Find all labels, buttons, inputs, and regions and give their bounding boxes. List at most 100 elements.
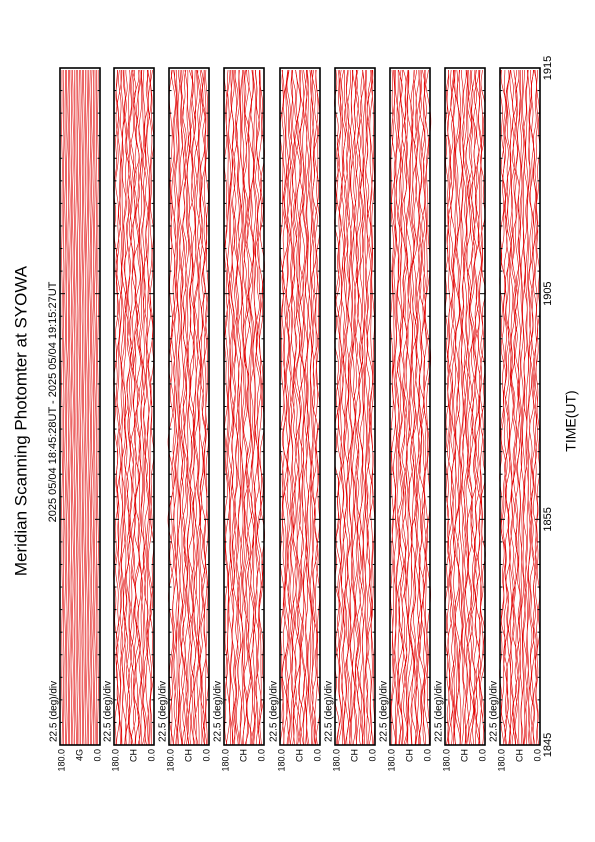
panel-frame <box>59 67 101 746</box>
trace <box>254 69 260 746</box>
trace <box>468 69 476 746</box>
trace <box>252 69 257 746</box>
trace <box>136 69 143 746</box>
channel-label: CH <box>514 749 524 762</box>
time-tick-label: 1855 <box>542 507 554 531</box>
trace <box>255 69 262 746</box>
trace <box>361 69 366 746</box>
top-label: 180.0 <box>276 749 286 772</box>
trace <box>405 69 413 746</box>
trace <box>77 69 79 746</box>
trace <box>286 69 294 746</box>
trace <box>309 69 314 746</box>
scale-label: 22.5 (deg)/div <box>158 681 169 742</box>
trace <box>241 69 245 746</box>
trace <box>403 69 409 746</box>
trace <box>86 69 88 746</box>
trace <box>235 69 242 746</box>
trace <box>517 69 521 746</box>
trace <box>246 69 253 746</box>
trace <box>453 69 457 746</box>
time-tick-label: 1845 <box>542 733 554 757</box>
trace <box>446 69 451 746</box>
trace <box>70 69 73 746</box>
scale-label: 22.5 (deg)/div <box>103 681 114 742</box>
rotated-plot: Meridian Scanning Photomter at SYOWA 202… <box>11 56 578 772</box>
trace <box>142 69 149 746</box>
trace <box>478 69 482 746</box>
trace <box>298 69 304 746</box>
trace <box>257 69 264 746</box>
channel-label: CH <box>349 749 359 762</box>
trace <box>296 69 303 746</box>
trace <box>449 69 455 746</box>
trace <box>200 69 207 746</box>
trace <box>87 69 90 745</box>
channel-label: CH <box>294 749 304 762</box>
trace <box>473 69 480 746</box>
trace <box>285 69 291 746</box>
trace <box>167 69 175 746</box>
trace <box>67 69 69 746</box>
trace <box>84 69 87 746</box>
trace <box>513 69 519 746</box>
trace <box>91 69 93 746</box>
time-tick-label: 1915 <box>542 56 554 80</box>
scale-label: 22.5 (deg)/div <box>489 681 500 742</box>
trace <box>127 69 133 746</box>
x-axis-label: TIME(UT) <box>563 390 579 451</box>
channel-label: 4G <box>74 749 84 761</box>
trace <box>89 69 91 746</box>
trace <box>175 69 180 746</box>
trace <box>92 69 94 746</box>
trace <box>357 69 364 746</box>
trace <box>475 69 482 746</box>
trace <box>346 69 350 746</box>
trace <box>281 69 289 746</box>
trace <box>510 69 516 746</box>
trace <box>452 69 460 746</box>
top-label: 180.0 <box>441 749 451 772</box>
trace <box>198 69 204 746</box>
trace <box>147 69 154 746</box>
bottom-label: 0.0 <box>146 749 156 762</box>
trace <box>81 69 84 746</box>
trace <box>178 69 185 746</box>
trace <box>393 69 398 746</box>
channel-label: CH <box>238 749 248 762</box>
trace <box>199 69 206 746</box>
trace <box>364 69 369 746</box>
trace <box>128 69 135 746</box>
top-label: 180.0 <box>496 749 506 772</box>
trace <box>205 69 209 746</box>
trace <box>349 69 356 746</box>
trace <box>244 69 251 746</box>
trace <box>340 69 346 746</box>
trace <box>394 69 400 746</box>
trace <box>115 70 123 746</box>
trace <box>130 69 137 746</box>
trace <box>118 69 124 746</box>
trace <box>228 69 234 746</box>
trace <box>69 69 71 746</box>
trace <box>511 69 518 746</box>
trace <box>193 69 199 746</box>
trace <box>532 69 537 746</box>
trace <box>470 69 477 746</box>
trace <box>308 69 312 746</box>
trace <box>123 69 131 746</box>
trace <box>423 69 430 746</box>
trace <box>292 69 300 746</box>
time-tick-label: 1905 <box>542 281 554 305</box>
trace <box>242 69 247 746</box>
trace <box>243 69 250 746</box>
trace <box>523 69 528 746</box>
trace <box>169 69 176 746</box>
trace <box>363 69 368 746</box>
trace <box>171 69 177 746</box>
trace <box>66 69 68 746</box>
trace <box>353 69 359 746</box>
trace <box>126 69 131 746</box>
trace <box>401 69 408 746</box>
trace <box>299 69 306 746</box>
